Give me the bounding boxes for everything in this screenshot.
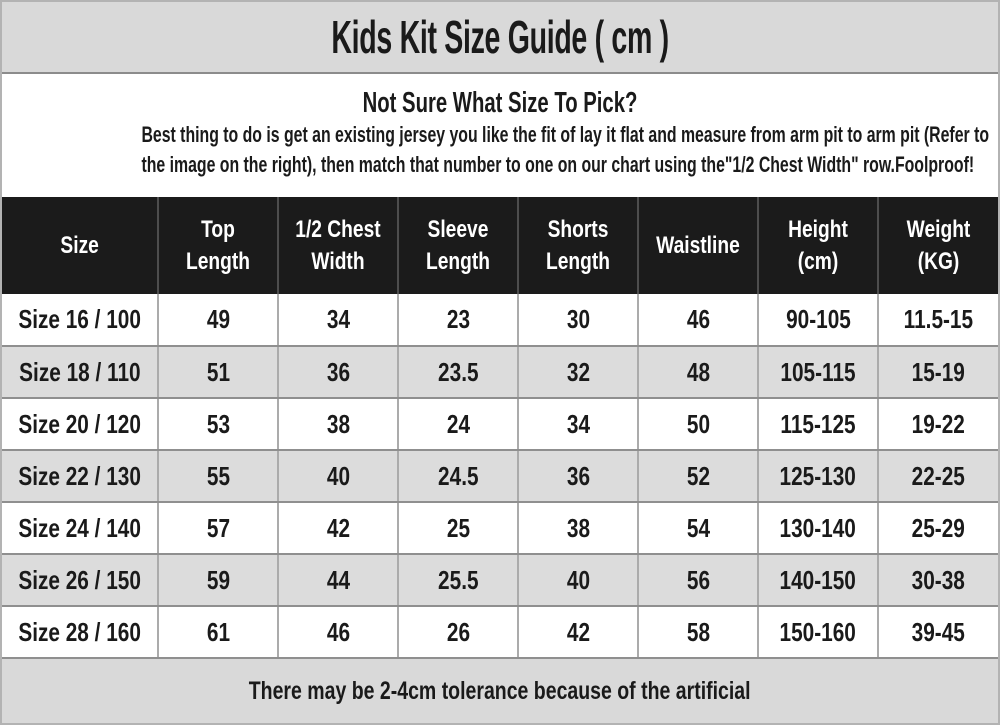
measurement-cell: 53 bbox=[157, 398, 279, 451]
measurement-cell: 34 bbox=[517, 398, 639, 451]
measurement-cell: 23 bbox=[397, 294, 519, 347]
measurement-cell: 140-150 bbox=[757, 554, 878, 607]
measurement-cell: 55 bbox=[157, 450, 279, 503]
measurement-cell: 105-115 bbox=[757, 346, 878, 399]
measurement-cell: 50 bbox=[637, 398, 759, 451]
size-table: Size Top Length 1/2 Chest Width Sleeve Length S… bbox=[2, 197, 998, 659]
column-header-line: 1/2 Chest bbox=[295, 215, 381, 243]
measurement-cell: 44 bbox=[277, 554, 399, 607]
column-header-line: Width bbox=[311, 247, 365, 275]
intro-body-line-2: the image on the right), then match that… bbox=[141, 152, 975, 177]
measurement-cell: 130-140 bbox=[757, 502, 878, 555]
column-header-line: Size bbox=[60, 231, 99, 259]
measurement-cell: 150-160 bbox=[757, 606, 878, 659]
measurement-cell: 39-45 bbox=[877, 606, 998, 659]
table-row: Size 22 / 130 55 40 24.5 36 52 125-130 22-25 bbox=[2, 450, 998, 503]
column-header: Shorts Length bbox=[517, 197, 639, 294]
measurement-cell: 40 bbox=[517, 554, 639, 607]
measurement-cell: 51 bbox=[157, 346, 279, 399]
measurement-cell: 38 bbox=[517, 502, 639, 555]
measurement-cell: 36 bbox=[277, 346, 399, 399]
measurement-cell: 52 bbox=[637, 450, 759, 503]
column-header-line: Top bbox=[201, 215, 236, 243]
measurement-cell: 24.5 bbox=[397, 450, 519, 503]
table-row: Size 24 / 140 57 42 25 38 54 130-140 25-29 bbox=[2, 502, 998, 555]
title-bar: Kids Kit Size Guide ( cm ) bbox=[2, 2, 998, 74]
column-header-line: Height bbox=[788, 215, 848, 243]
measurement-cell: 48 bbox=[637, 346, 759, 399]
measurement-cell: 46 bbox=[277, 606, 399, 659]
intro-heading: Not Sure What Size To Pick? bbox=[362, 87, 638, 119]
measurement-cell: 40 bbox=[277, 450, 399, 503]
measurement-cell: 26 bbox=[397, 606, 519, 659]
header-row: Size Top Length 1/2 Chest Width Sleeve Length S… bbox=[2, 197, 998, 294]
measurement-cell: 125-130 bbox=[757, 450, 878, 503]
measurement-cell: 58 bbox=[637, 606, 759, 659]
measurement-cell: 49 bbox=[157, 294, 279, 347]
footer-note-bar: There may be 2-4cm tolerance because of … bbox=[2, 659, 998, 723]
measurement-cell: 24 bbox=[397, 398, 519, 451]
measurement-cell: 38 bbox=[277, 398, 399, 451]
column-header: 1/2 Chest Width bbox=[277, 197, 399, 294]
intro-body-line-1: Best thing to do is get an existing jers… bbox=[141, 122, 990, 147]
measurement-cell: 57 bbox=[157, 502, 279, 555]
measurement-cell: 90-105 bbox=[757, 294, 878, 347]
measurement-cell: 11.5-15 bbox=[877, 294, 998, 347]
size-table-header: Size Top Length 1/2 Chest Width Sleeve Length S… bbox=[2, 197, 998, 294]
measurement-cell: 32 bbox=[517, 346, 639, 399]
column-header: Size bbox=[2, 197, 159, 294]
measurement-cell: 42 bbox=[277, 502, 399, 555]
column-header-line: Shorts bbox=[547, 215, 609, 243]
measurement-cell: 56 bbox=[637, 554, 759, 607]
size-cell: Size 28 / 160 bbox=[2, 606, 159, 659]
column-header: Sleeve Length bbox=[397, 197, 519, 294]
measurement-cell: 46 bbox=[637, 294, 759, 347]
measurement-cell: 54 bbox=[637, 502, 759, 555]
size-cell: Size 22 / 130 bbox=[2, 450, 159, 503]
column-header-line: Length bbox=[426, 247, 491, 275]
measurement-cell: 30 bbox=[517, 294, 639, 347]
measurement-cell: 15-19 bbox=[877, 346, 998, 399]
measurement-cell: 36 bbox=[517, 450, 639, 503]
size-cell: Size 26 / 150 bbox=[2, 554, 159, 607]
size-cell: Size 16 / 100 bbox=[2, 294, 159, 347]
column-header: Height (cm) bbox=[757, 197, 878, 294]
column-header-line: Weight bbox=[906, 215, 971, 243]
measurement-cell: 25-29 bbox=[877, 502, 998, 555]
column-header: Top Length bbox=[157, 197, 279, 294]
size-cell: Size 18 / 110 bbox=[2, 346, 159, 399]
size-cell: Size 20 / 120 bbox=[2, 398, 159, 451]
intro-section: Not Sure What Size To Pick? Best thing t… bbox=[2, 74, 998, 197]
column-header-line: (cm) bbox=[797, 247, 839, 275]
table-row: Size 20 / 120 53 38 24 34 50 115-125 19-22 bbox=[2, 398, 998, 451]
table-row: Size 18 / 110 51 36 23.5 32 48 105-115 15-19 bbox=[2, 346, 998, 399]
column-header: Waistline bbox=[637, 197, 759, 294]
measurement-cell: 30-38 bbox=[877, 554, 998, 607]
measurement-cell: 25.5 bbox=[397, 554, 519, 607]
table-row: Size 16 / 100 49 34 23 30 46 90-105 11.5-15 bbox=[2, 294, 998, 347]
column-header-line: Length bbox=[546, 247, 611, 275]
size-table-body: Size 16 / 100 49 34 23 30 46 90-105 11.5-15 Size… bbox=[2, 294, 998, 659]
table-row: Size 28 / 160 61 46 26 42 58 150-160 39-45 bbox=[2, 606, 998, 659]
column-header-line: Length bbox=[186, 247, 251, 275]
measurement-cell: 23.5 bbox=[397, 346, 519, 399]
measurement-cell: 59 bbox=[157, 554, 279, 607]
size-cell: Size 24 / 140 bbox=[2, 502, 159, 555]
tolerance-note: There may be 2-4cm tolerance because of … bbox=[249, 676, 751, 705]
column-header-line: Waistline bbox=[656, 231, 740, 259]
measurement-cell: 42 bbox=[517, 606, 639, 659]
measurement-cell: 34 bbox=[277, 294, 399, 347]
measurement-cell: 115-125 bbox=[757, 398, 878, 451]
measurement-cell: 25 bbox=[397, 502, 519, 555]
measurement-cell: 22-25 bbox=[877, 450, 998, 503]
column-header-line: Sleeve bbox=[427, 215, 489, 243]
column-header: Weight (KG) bbox=[877, 197, 998, 294]
table-row: Size 26 / 150 59 44 25.5 40 56 140-150 30-38 bbox=[2, 554, 998, 607]
column-header-line: (KG) bbox=[917, 247, 960, 275]
measurement-cell: 19-22 bbox=[877, 398, 998, 451]
page-title: Kids Kit Size Guide ( cm ) bbox=[331, 11, 669, 63]
measurement-cell: 61 bbox=[157, 606, 279, 659]
